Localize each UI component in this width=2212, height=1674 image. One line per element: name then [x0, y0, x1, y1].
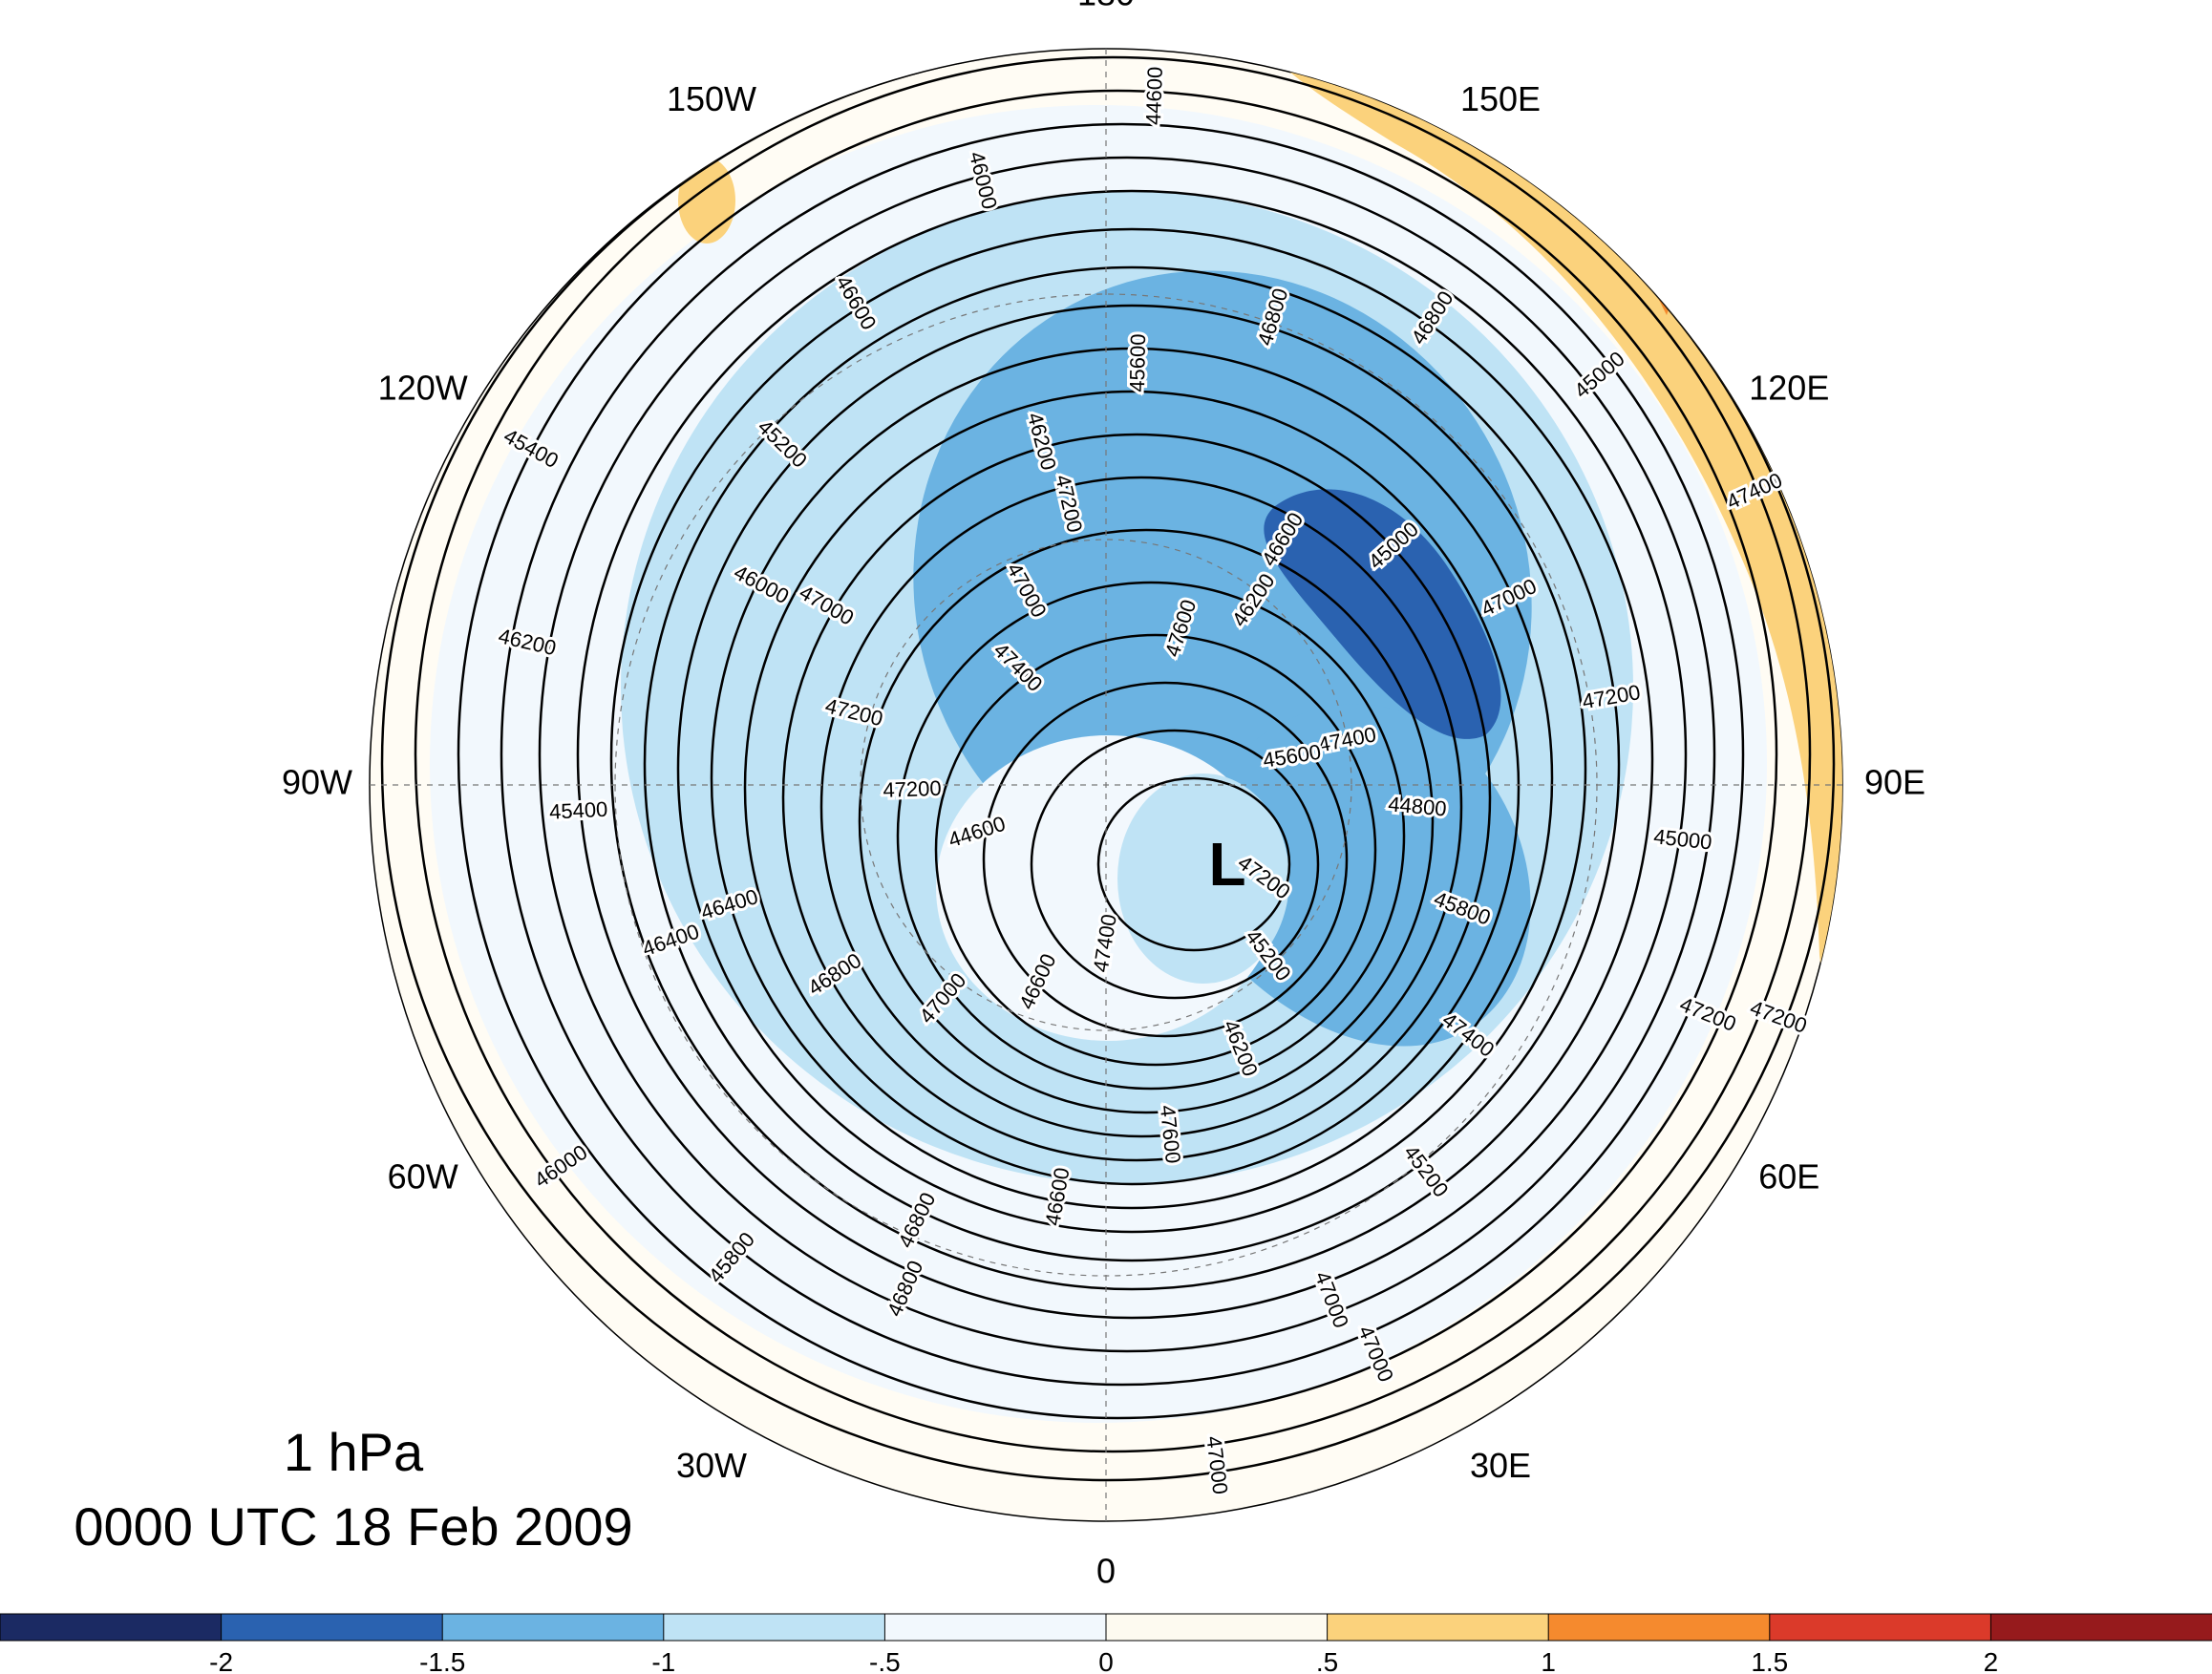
- low-center-label: L: [1208, 830, 1245, 899]
- colorbar-swatch: [1547, 1613, 1771, 1642]
- longitude-label: 60W: [388, 1157, 458, 1197]
- height-contours: [380, 49, 1836, 1482]
- level-label: 1 hPa: [283, 1422, 424, 1482]
- colorbar-swatch: [1327, 1613, 1550, 1642]
- contour-label: 44800: [1387, 792, 1447, 820]
- longitude-label: 150W: [667, 79, 756, 118]
- contour-line: [500, 122, 1745, 1387]
- colorbar-swatch: [663, 1613, 886, 1642]
- colorbar-swatch: [441, 1613, 665, 1642]
- contour-line: [414, 55, 1812, 1453]
- anomaly-region-strongest: [1264, 489, 1501, 739]
- contour-line: [896, 581, 1406, 1091]
- contour-line: [781, 433, 1492, 1162]
- anomaly-region-strong-south: [1175, 704, 1531, 1047]
- contour-label: 45600: [1125, 333, 1150, 392]
- contour-line: [643, 265, 1621, 1262]
- longitude-label: 120W: [378, 369, 468, 408]
- longitude-label: 90E: [1864, 763, 1925, 802]
- colorbar-tick-label: 1.5: [1751, 1647, 1788, 1674]
- contour-line: [819, 476, 1463, 1138]
- longitude-label: 60E: [1758, 1157, 1819, 1197]
- latitude-circle: [614, 293, 1598, 1277]
- longitude-label: 30W: [676, 1446, 747, 1485]
- latitude-circle: [860, 539, 1352, 1031]
- anomaly-region-positive-east: [1289, 72, 1842, 993]
- contour-line: [380, 49, 1836, 1482]
- colorbar-tick-label: 2: [1984, 1647, 1999, 1674]
- longitude-label: 120E: [1749, 369, 1829, 408]
- colorbar-tick-label: -2: [209, 1647, 233, 1674]
- contour-line: [982, 681, 1349, 1038]
- anomaly-region-positive-west: [678, 158, 735, 244]
- colorbar-tick-label: -.5: [869, 1647, 901, 1674]
- colorbar-swatch: [1769, 1613, 1992, 1642]
- contour-line: [1096, 776, 1291, 952]
- colorbar-tick-label: .5: [1316, 1647, 1338, 1674]
- longitude-label: 150E: [1460, 79, 1541, 118]
- contour-line: [609, 227, 1654, 1291]
- contour-line: [858, 528, 1435, 1114]
- colorbar-swatch: [1989, 1613, 2212, 1642]
- colorbar-swatch: [221, 1613, 444, 1642]
- colorbar-swatch: [883, 1613, 1108, 1642]
- colorbar-swatch: [0, 1613, 223, 1642]
- longitude-label: 30E: [1470, 1446, 1531, 1485]
- graticule: [370, 49, 1842, 1521]
- contour-line: [538, 156, 1716, 1353]
- anomaly-region-center-light: [1117, 773, 1289, 984]
- contour-label: 44600: [1141, 66, 1167, 125]
- contour-line: [710, 347, 1554, 1210]
- colorbar-tick-label: -1.5: [419, 1647, 465, 1674]
- contour-label: 47200: [883, 776, 942, 802]
- longitude-label: 0: [1096, 1552, 1116, 1591]
- colorbar-swatch: [1105, 1613, 1329, 1642]
- contour-line: [1030, 729, 1320, 1000]
- colorbar-tick-label: 1: [1541, 1647, 1556, 1674]
- contour-line: [743, 390, 1521, 1186]
- valid-time-label: 0000 UTC 18 Feb 2009: [74, 1496, 633, 1557]
- colorbar: -2 -1.5 -1 -.5 0 .5 1 1.5 2: [0, 1613, 2212, 1674]
- contour-line: [676, 304, 1587, 1234]
- longitude-label: 90W: [282, 763, 352, 802]
- contour-line: [576, 189, 1688, 1320]
- contour-line: [457, 89, 1778, 1420]
- longitude-labels: 180 150E 120E 90E 60E 30E 0 30W 60W 90W 120W 150W: [282, 0, 1925, 1591]
- colorbar-tick-label: -1: [651, 1647, 675, 1674]
- longitude-label: 180: [1077, 0, 1135, 13]
- contour-line: [934, 633, 1377, 1067]
- contour-label: 45400: [549, 797, 608, 824]
- colorbar-tick-label: 0: [1098, 1647, 1114, 1674]
